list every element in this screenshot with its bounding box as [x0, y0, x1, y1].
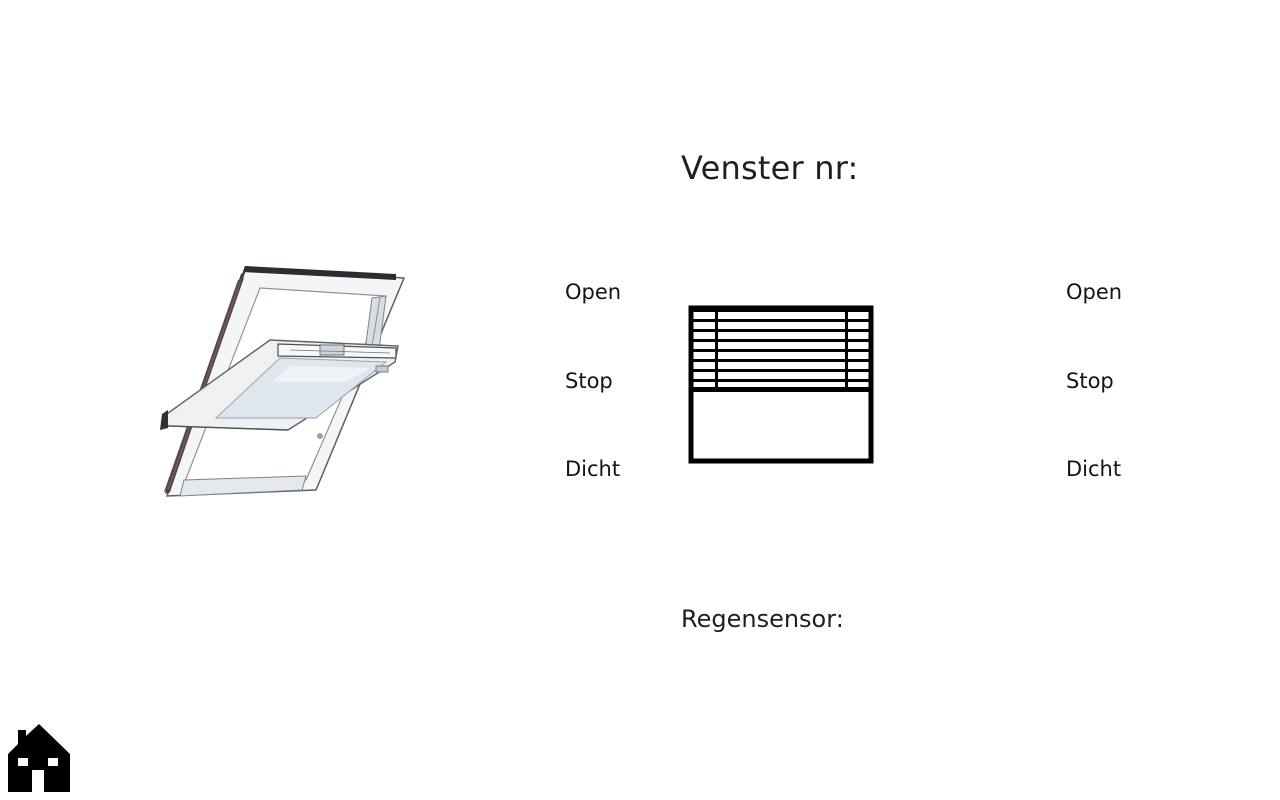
window-close-button[interactable]: Dicht: [565, 457, 621, 481]
venetian-blind-icon: [688, 305, 874, 464]
blind-open-button[interactable]: Open: [1066, 280, 1123, 304]
rain-sensor-label: Regensensor:: [681, 605, 844, 633]
roof-window-illustration: [160, 266, 406, 497]
page-title: Venster nr:: [681, 149, 859, 187]
home-button[interactable]: [8, 724, 70, 792]
window-open-button[interactable]: Open: [565, 280, 622, 304]
roof-window-image: [140, 258, 415, 508]
blind-image: [688, 305, 876, 465]
home-icon: [8, 724, 70, 792]
blind-close-button[interactable]: Dicht: [1066, 457, 1122, 481]
blind-stop-button[interactable]: Stop: [1066, 369, 1114, 393]
window-stop-button[interactable]: Stop: [565, 369, 613, 393]
